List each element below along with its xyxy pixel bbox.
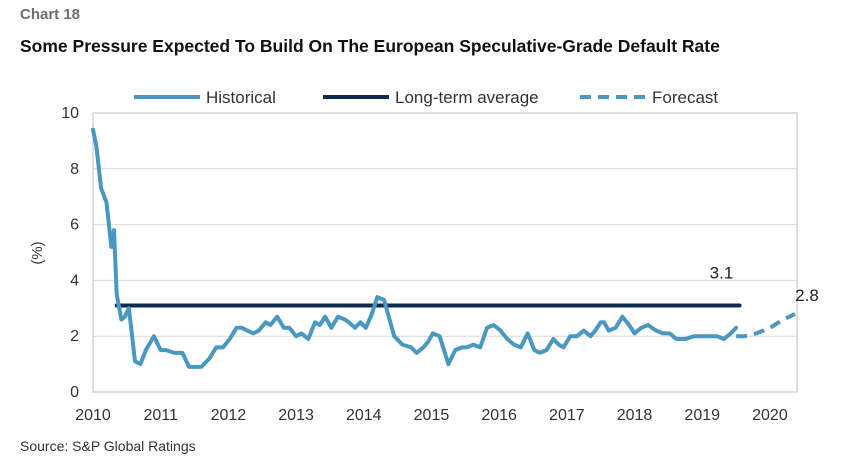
y-tick-label: 6 xyxy=(70,217,79,234)
y-tick-label: 4 xyxy=(70,272,79,289)
x-axis-ticks: 2010 2011 2012 2013 2014 2015 2016 2017 2018 2019… xyxy=(75,407,788,424)
legend: Historical Long-term average Forecast xyxy=(134,88,718,107)
x-tick-label: 2011 xyxy=(143,407,178,424)
gridlines xyxy=(93,168,797,337)
y-axis-ticks: 0 2 4 6 8 10 xyxy=(61,105,79,401)
x-tick-label: 2014 xyxy=(346,407,382,424)
chart-number-label: Chart 18 xyxy=(20,6,81,23)
x-tick-label: 2018 xyxy=(617,407,653,424)
legend-label-historical: Historical xyxy=(206,88,276,107)
y-tick-label: 0 xyxy=(70,384,79,401)
y-axis-label: (%) xyxy=(29,241,46,264)
chart-title: Some Pressure Expected To Build On The E… xyxy=(20,36,720,56)
x-tick-label: 2019 xyxy=(684,407,720,424)
y-tick-label: 2 xyxy=(70,328,79,345)
legend-label-long-term-average: Long-term average xyxy=(395,88,539,107)
forecast-end-value-label: 2.8 xyxy=(795,286,819,305)
legend-label-forecast: Forecast xyxy=(652,88,718,107)
x-tick-label: 2017 xyxy=(549,407,585,424)
series-layer xyxy=(91,127,796,369)
chart-source: Source: S&P Global Ratings xyxy=(20,438,196,454)
y-tick-label: 8 xyxy=(70,161,79,178)
x-tick-label: 2016 xyxy=(481,407,517,424)
series-line-forecast xyxy=(736,312,796,339)
data-labels: 3.1 2.8 xyxy=(710,264,819,305)
plot-frame xyxy=(92,112,798,393)
series-line-historical xyxy=(91,127,739,369)
x-tick-label: 2015 xyxy=(414,407,450,424)
x-tick-label: 2020 xyxy=(752,407,788,424)
long-term-average-value-label: 3.1 xyxy=(710,264,734,283)
x-tick-label: 2010 xyxy=(75,407,111,424)
x-tick-label: 2013 xyxy=(278,407,314,424)
x-tick-label: 2012 xyxy=(211,407,247,424)
y-tick-label: 10 xyxy=(61,105,79,122)
